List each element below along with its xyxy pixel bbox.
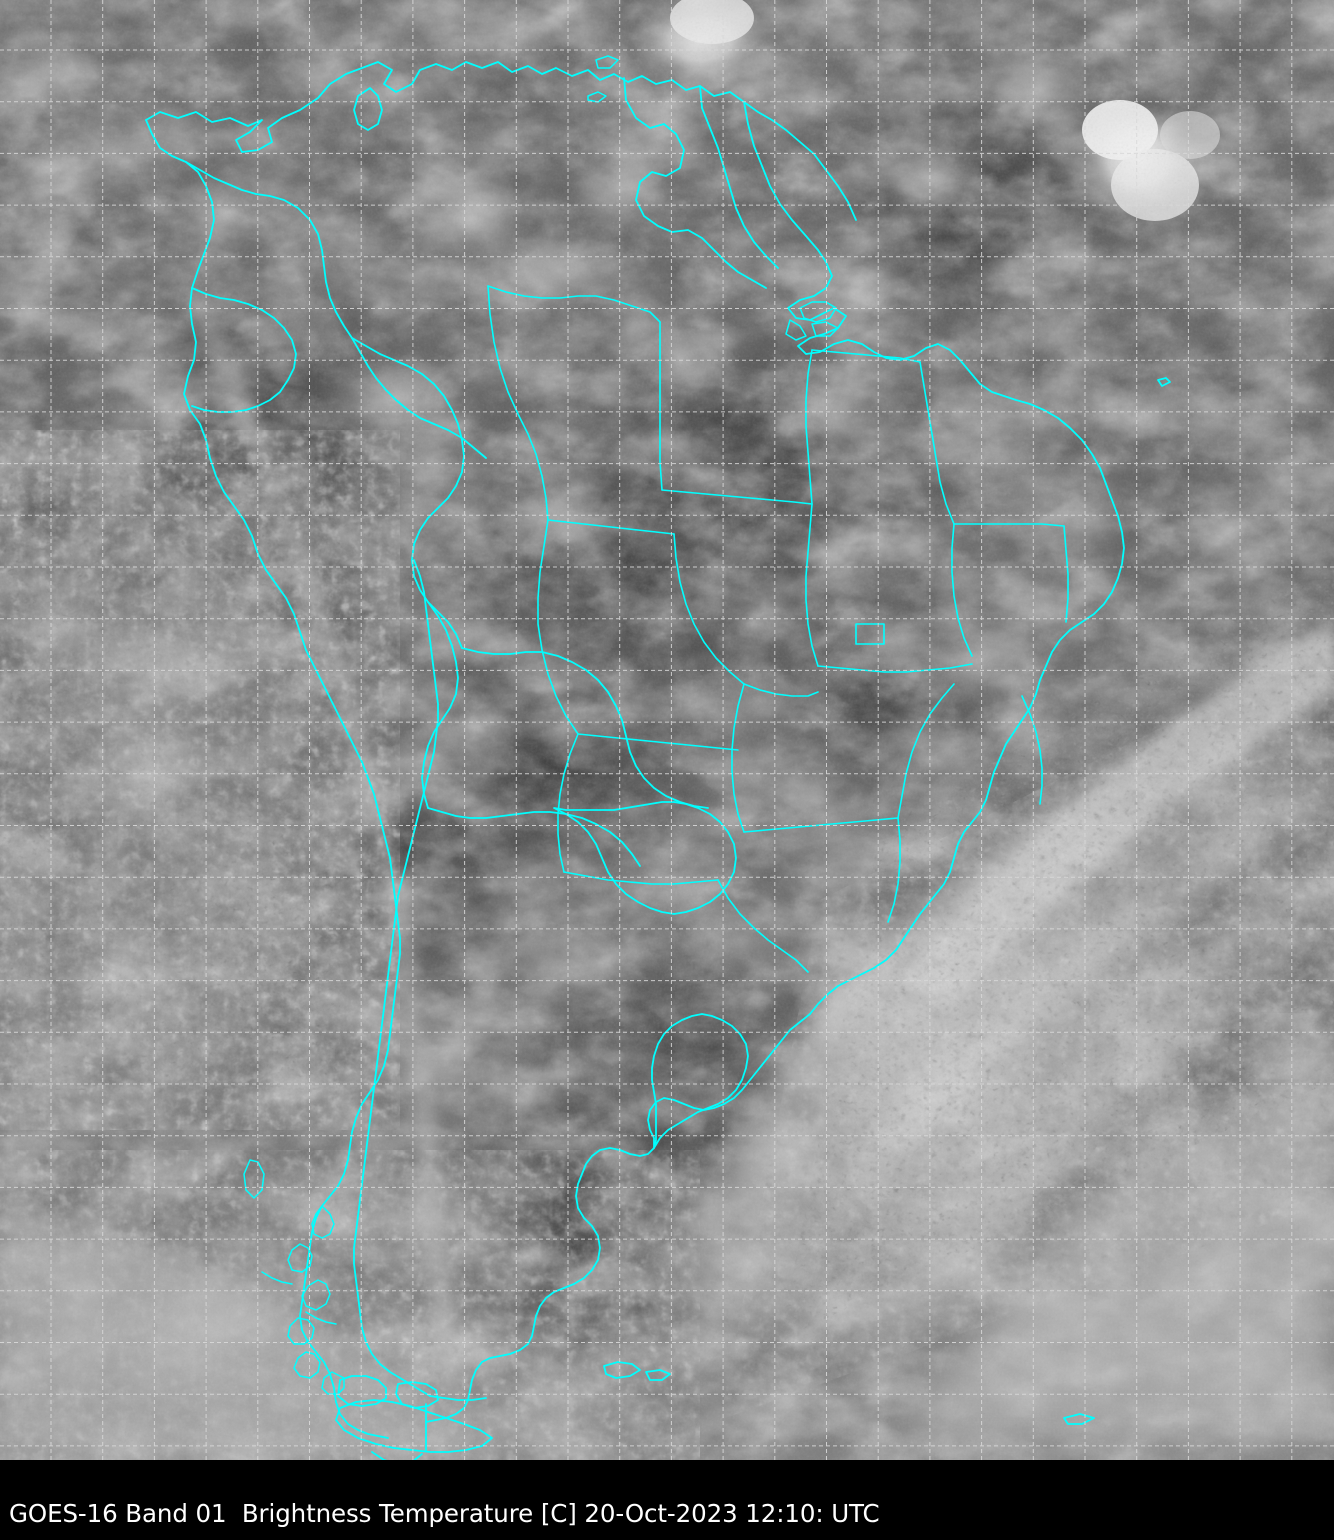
satellite-image-panel (0, 0, 1334, 1460)
product-caption: GOES-16 Band 01 Brightness Temperature [… (9, 1499, 880, 1528)
caption-bar: GOES-16 Band 01 Brightness Temperature [… (0, 1460, 1334, 1540)
sensor-grain (0, 0, 1334, 1460)
brightness-temperature-raster (0, 0, 1334, 1460)
